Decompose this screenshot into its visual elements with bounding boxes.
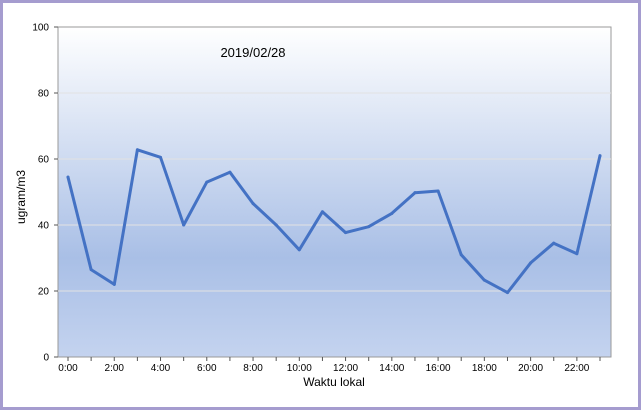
- data-point: [228, 170, 232, 174]
- x-axis-title: Waktu lokal: [303, 375, 365, 389]
- data-point: [390, 211, 394, 215]
- x-tick-label: 6:00: [197, 363, 217, 374]
- x-tick-label: 18:00: [472, 363, 497, 374]
- gridlines: [58, 92, 611, 292]
- data-point: [274, 223, 278, 227]
- x-axis: 0:00 2:00 4:00 6:00 8:00 10:00 12:00 14:00 16:00…: [58, 357, 601, 374]
- x-tick-label: 20:00: [518, 363, 543, 374]
- x-tick-label: 0:00: [58, 363, 78, 374]
- y-axis-title: ugram/m3: [14, 170, 28, 224]
- plot-area: [57, 26, 612, 358]
- series-line: [66, 148, 602, 295]
- x-tick-label: 12:00: [333, 363, 358, 374]
- data-point: [575, 252, 579, 256]
- data-point: [482, 278, 486, 282]
- y-tick-label: 80: [38, 89, 50, 100]
- chart-title: 2019/02/28: [220, 45, 285, 60]
- data-point: [459, 253, 463, 257]
- x-tick-label: 16:00: [426, 363, 451, 374]
- y-axis: 0 20 40 60 80 100: [32, 23, 58, 364]
- data-point: [367, 225, 371, 229]
- data-point: [182, 223, 186, 227]
- y-tick-label: 40: [38, 221, 50, 232]
- data-point: [505, 291, 509, 295]
- data-point: [112, 282, 116, 286]
- y-tick-label: 100: [32, 23, 49, 34]
- x-tick-label: 4:00: [151, 363, 171, 374]
- y-tick-label: 20: [38, 287, 50, 298]
- data-point: [135, 148, 139, 152]
- x-tick-label: 2:00: [105, 363, 125, 374]
- data-point: [529, 261, 533, 265]
- data-point: [89, 268, 93, 272]
- x-tick-label: 10:00: [287, 363, 312, 374]
- x-tick-label: 8:00: [243, 363, 263, 374]
- data-point: [413, 191, 417, 195]
- y-tick-label: 60: [38, 155, 50, 166]
- data-point: [344, 231, 348, 235]
- data-point: [436, 189, 440, 193]
- data-point: [320, 210, 324, 214]
- y-tick-label: 0: [43, 353, 49, 364]
- data-point: [552, 241, 556, 245]
- data-point: [159, 155, 163, 159]
- data-point: [297, 248, 301, 252]
- data-point: [205, 180, 209, 184]
- data-point: [66, 175, 70, 179]
- series-line-group: [66, 148, 602, 295]
- data-point: [598, 154, 602, 158]
- x-tick-label: 22:00: [564, 363, 589, 374]
- data-point: [251, 202, 255, 206]
- x-tick-label: 14:00: [379, 363, 404, 374]
